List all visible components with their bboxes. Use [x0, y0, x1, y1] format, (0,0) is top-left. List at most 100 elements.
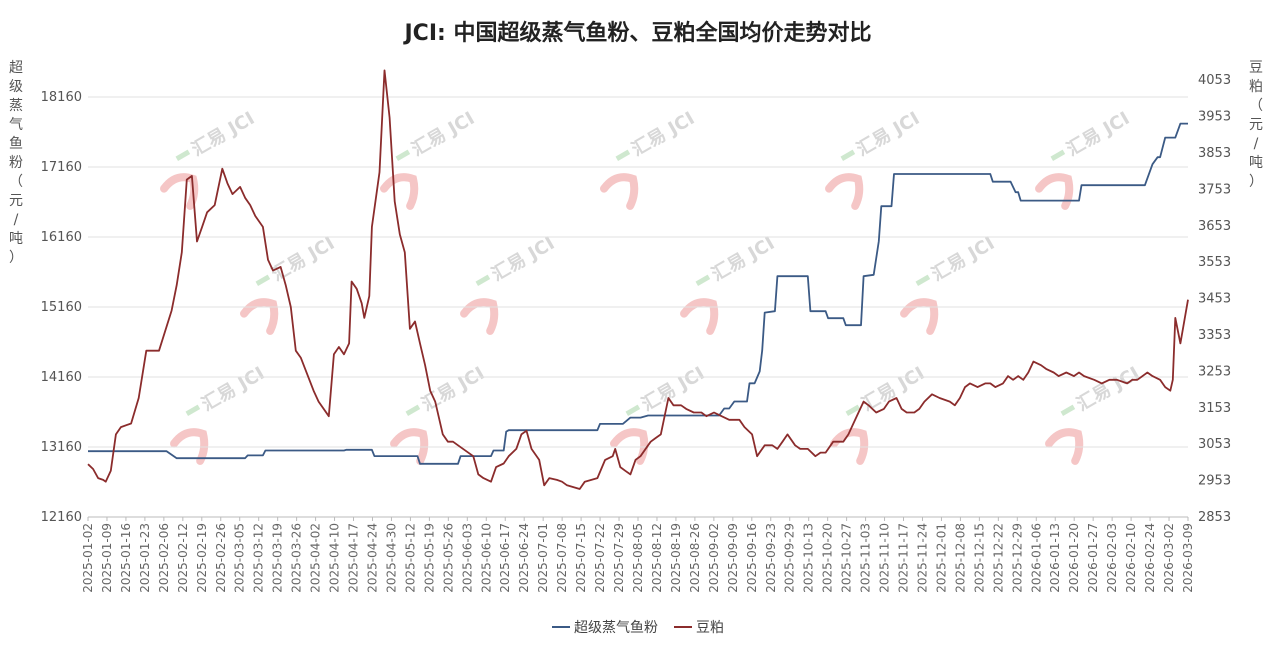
watermark-logo: 汇易 JCI [460, 233, 558, 335]
y-right-tick-label: 3953 [1198, 110, 1231, 125]
watermark-logo: 汇易 JCI [1045, 363, 1143, 465]
x-tick-label: 2025-12-29 [1010, 523, 1024, 593]
watermark-text: 汇易 JCI [638, 363, 708, 416]
x-tick-label: 2025-08-19 [669, 523, 683, 593]
x-tick-label: 2025-12-08 [953, 523, 967, 593]
watermark-layer: 汇易 JCI 汇易 JCI 汇易 JCI 汇易 JCI 汇易 JCI 汇易 JCI 汇易 J… [160, 108, 1143, 465]
y-left-tick-label: 14160 [41, 370, 82, 385]
x-tick-label: 2026-01-13 [1048, 523, 1062, 593]
x-tick-label: 2025-09-09 [726, 523, 740, 593]
x-tick-label: 2025-01-16 [119, 523, 133, 593]
series-line-soymeal [87, 69, 1189, 490]
y-left-label-char: 气 [9, 117, 23, 133]
watermark-logo: 汇易 JCI [170, 363, 268, 465]
x-tick-label: 2025-06-10 [479, 523, 493, 593]
y-right-tick-label: 3053 [1198, 437, 1231, 452]
x-tick-label: 2025-08-12 [650, 523, 664, 593]
y-left-tick-label: 13160 [41, 440, 82, 455]
y-right-tick-label: 3753 [1198, 182, 1231, 197]
y-right-ticks: 2853 2953 3053 3153 3253 3353 3453 3553 3653 3753… [1198, 73, 1231, 525]
y-right-tick-label: 3153 [1198, 401, 1231, 416]
x-tick-label: 2026-01-20 [1067, 523, 1081, 593]
watermark-logo: 汇易 JCI [600, 108, 698, 210]
y-right-label-char: 豆 [1249, 60, 1263, 76]
x-tick-label: 2025-02-06 [157, 523, 171, 593]
y-right-tick-label: 4053 [1198, 73, 1231, 88]
x-tick-label: 2025-04-02 [309, 523, 323, 593]
y-left-label-char: 鱼 [9, 135, 23, 152]
x-tick-label: 2026-01-27 [1086, 523, 1100, 593]
x-tick-label: 2025-01-09 [100, 523, 114, 593]
x-tick-label: 2025-08-26 [688, 523, 702, 593]
x-tick-label: 2026-03-02 [1162, 523, 1176, 593]
x-tick-label: 2026-01-06 [1029, 523, 1043, 593]
watermark-text: 汇易 JCI [858, 363, 928, 416]
x-tick-label: 2025-06-17 [498, 523, 512, 593]
y-right-tick-label: 2853 [1198, 510, 1231, 525]
y-right-tick-label: 3453 [1198, 292, 1231, 307]
y-left-tick-label: 16160 [41, 230, 82, 245]
watermark-text: 汇易 JCI [188, 108, 258, 161]
y-right-label-char: 吨 [1249, 155, 1263, 171]
x-tick-label: 2026-03-09 [1181, 523, 1195, 593]
legend-label: 豆粕 [696, 620, 724, 636]
x-tick-label: 2025-01-23 [138, 523, 152, 593]
x-tick-label: 2025-08-05 [631, 523, 645, 593]
x-tick-label: 2026-02-24 [1143, 523, 1157, 593]
y-left-tick-label: 18160 [41, 90, 82, 105]
y-left-label-char: ） [9, 250, 23, 266]
x-tick-label: 2025-05-26 [441, 523, 455, 593]
series-line-fishmeal [88, 122, 1188, 465]
watermark-logo: 汇易 JCI [390, 363, 488, 465]
y-left-tick-label: 15160 [41, 300, 82, 315]
x-tick-label: 2025-07-01 [536, 523, 550, 593]
x-tick-label: 2025-12-01 [934, 523, 948, 593]
y-right-label-char: 粕 [1249, 79, 1263, 95]
y-left-tick-label: 12160 [41, 510, 82, 525]
x-tick-label: 2025-09-16 [745, 523, 759, 593]
watermark-text: 汇易 JCI [198, 363, 268, 416]
watermark-text: 汇易 JCI [488, 233, 558, 286]
x-tick-label: 2025-10-27 [840, 523, 854, 593]
watermark-text: 汇易 JCI [268, 233, 338, 286]
x-tick-label: 2025-03-12 [252, 523, 266, 593]
watermark-logo: 汇易 JCI [1035, 108, 1133, 210]
watermark-logo: 汇易 JCI [825, 108, 923, 210]
x-tick-label: 2025-07-29 [612, 523, 626, 593]
y-right-tick-label: 3853 [1198, 146, 1231, 161]
watermark-logo: 汇易 JCI [160, 108, 258, 210]
x-axis-ticks: 2025-01-02 2025-01-09 2025-01-16 2025-01-23… [81, 517, 1195, 593]
y-left-label-char: （ [9, 174, 23, 190]
x-tick-label: 2025-02-12 [176, 523, 190, 593]
x-tick-label: 2025-11-17 [897, 523, 911, 593]
x-tick-label: 2025-12-22 [991, 523, 1005, 593]
x-tick-label: 2025-03-19 [271, 523, 285, 593]
watermark-text: 汇易 JCI [928, 233, 998, 286]
watermark-logo: 汇易 JCI [900, 233, 998, 335]
y-left-label-char: 超 [9, 60, 23, 76]
legend: 超级蒸气鱼粉 豆粕 [552, 619, 724, 636]
x-tick-label: 2025-10-20 [821, 523, 835, 593]
x-tick-label: 2025-07-08 [555, 523, 569, 593]
x-tick-label: 2025-09-29 [783, 523, 797, 593]
x-tick-label: 2025-11-03 [859, 523, 873, 593]
legend-label: 超级蒸气鱼粉 [574, 619, 658, 636]
y-right-label-char: / [1254, 136, 1259, 152]
y-left-label-char: / [14, 212, 19, 228]
x-tick-label: 2025-11-10 [878, 523, 892, 593]
y-right-axis-label: 豆粕 （ 元 / 吨 ） [1249, 60, 1263, 190]
y-left-label-char: 吨 [9, 231, 23, 247]
x-tick-label: 2025-05-19 [422, 523, 436, 593]
x-tick-label: 2025-06-24 [517, 523, 531, 593]
y-right-label-char: （ [1249, 98, 1263, 114]
watermark-text: 汇易 JCI [628, 108, 698, 161]
x-tick-label: 2025-02-19 [195, 523, 209, 593]
x-tick-label: 2025-05-12 [403, 523, 417, 593]
x-tick-label: 2025-09-02 [707, 523, 721, 593]
x-tick-label: 2025-07-22 [593, 523, 607, 593]
y-left-label-char: 粉 [9, 155, 23, 171]
x-tick-label: 2025-12-15 [972, 523, 986, 593]
x-tick-label: 2026-02-10 [1124, 523, 1138, 593]
y-left-tick-label: 17160 [41, 160, 82, 175]
